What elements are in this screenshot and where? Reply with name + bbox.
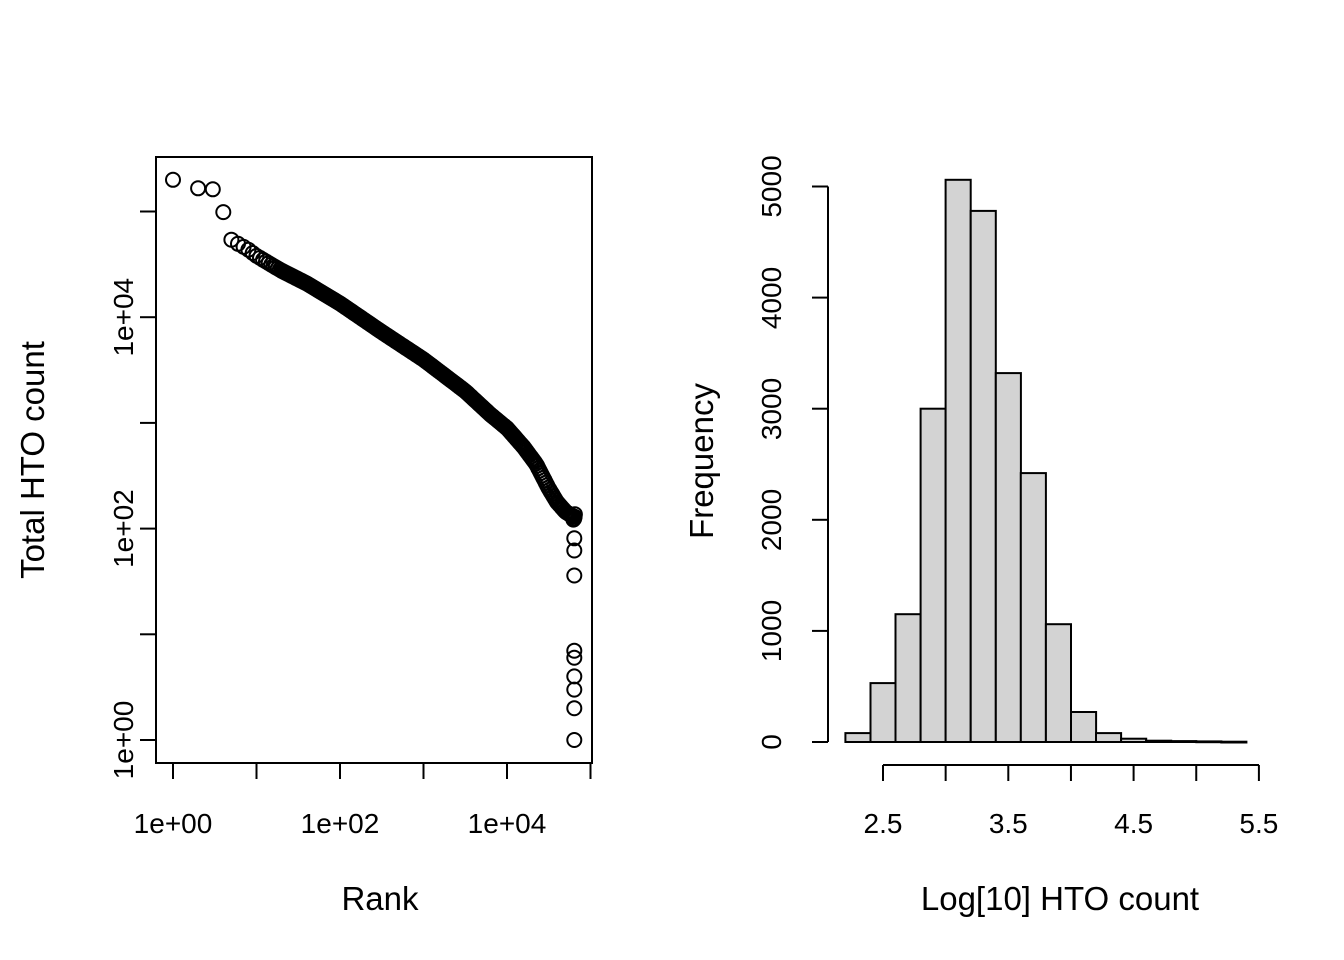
rank-plot: 1e+00 1e+02 1e+04 1e+00 1e+02 1e+04 Rank… — [14, 156, 593, 917]
rank-y-tick-label-1e04: 1e+04 — [108, 278, 139, 357]
hist-y-tick-label-1000: 1000 — [756, 600, 787, 662]
histogram-x-ticks — [882, 765, 1260, 781]
rank-x-tick-label-1e02: 1e+02 — [301, 808, 380, 839]
histogram-y-axis-title: Frequency — [683, 383, 720, 539]
rank-x-axis-title: Rank — [341, 880, 419, 917]
rank-y-tick-label-1e02: 1e+02 — [108, 489, 139, 568]
hist-x-tick-label-5-5: 5.5 — [1239, 808, 1278, 839]
rank-y-tick-label-1e00: 1e+00 — [108, 701, 139, 780]
rank-plot-box — [155, 156, 593, 764]
hist-y-tick-label-4000: 4000 — [756, 267, 787, 329]
rank-x-tick-label-1e00: 1e+00 — [134, 808, 213, 839]
rank-x-tick-label-1e04: 1e+04 — [468, 808, 547, 839]
hist-y-tick-label-0: 0 — [756, 734, 787, 750]
rank-plot-y-ticks — [140, 210, 156, 741]
hist-x-tick-label-4-5: 4.5 — [1114, 808, 1153, 839]
hist-y-tick-label-5000: 5000 — [756, 155, 787, 217]
histogram-plot: 2.5 3.5 4.5 5.5 0 1000 2000 3000 4000 50… — [683, 155, 1278, 917]
rank-plot-x-ticks — [172, 763, 592, 779]
histogram-y-ticks — [812, 185, 828, 743]
hist-y-tick-label-2000: 2000 — [756, 489, 787, 551]
hist-y-tick-label-3000: 3000 — [756, 378, 787, 440]
rank-y-axis-title: Total HTO count — [14, 341, 51, 579]
histogram-bars — [844, 178, 1248, 744]
rank-plot-points — [165, 171, 583, 748]
histogram-x-axis-title: Log[10] HTO count — [921, 880, 1199, 917]
hist-x-tick-label-3-5: 3.5 — [989, 808, 1028, 839]
hist-x-tick-label-2-5: 2.5 — [864, 808, 903, 839]
